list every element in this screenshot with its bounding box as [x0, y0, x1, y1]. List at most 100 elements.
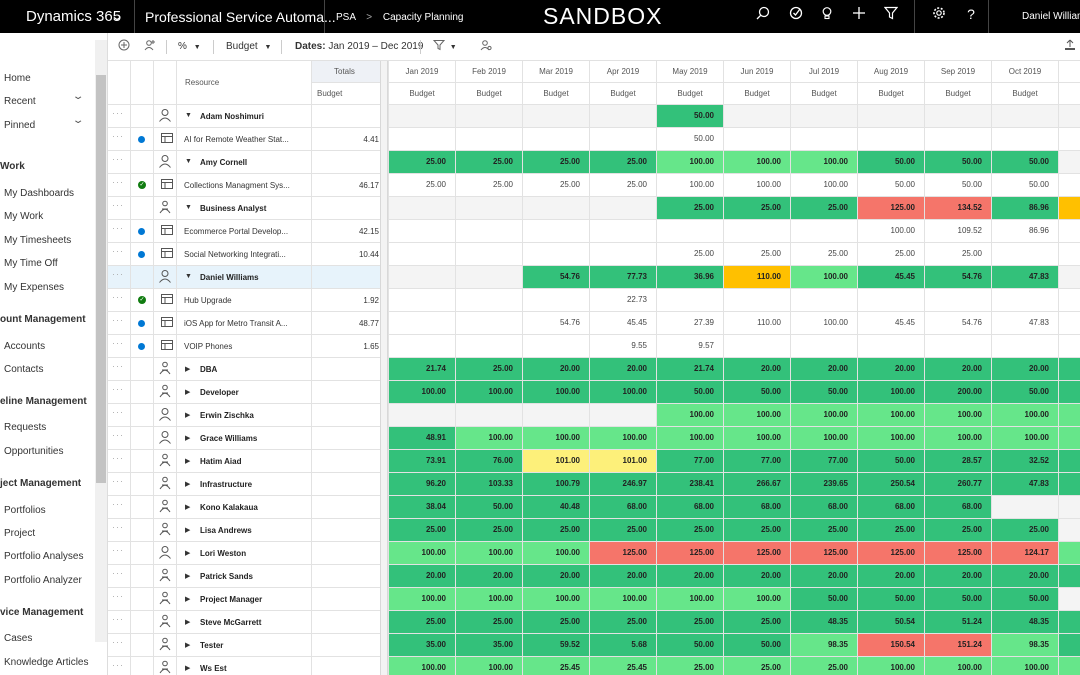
sidebar-item-my-dashboards[interactable]: My Dashboards — [4, 188, 75, 199]
capacity-cell[interactable] — [389, 105, 455, 127]
resource-row[interactable]: ··· ▼ Daniel Williams 54.76 77.73 36.96 110.00… — [108, 266, 1080, 289]
more-options-icon[interactable]: ··· — [112, 223, 124, 233]
capacity-cell[interactable]: 50.00 — [992, 381, 1058, 403]
capacity-cell[interactable]: 54.76 — [925, 266, 991, 288]
capacity-cell[interactable]: 20.00 — [523, 565, 589, 587]
capacity-cell[interactable]: 76.00 — [456, 450, 522, 472]
capacity-cell[interactable]: 27.39 — [657, 312, 723, 334]
capacity-cell[interactable] — [456, 243, 522, 265]
capacity-cell[interactable]: 25.00 — [590, 519, 656, 541]
more-options-icon[interactable]: ··· — [112, 315, 124, 325]
more-options-icon[interactable]: ··· — [112, 430, 124, 440]
capacity-cell[interactable]: 28.57 — [925, 450, 991, 472]
resource-name[interactable]: Lisa Andrews — [200, 526, 252, 535]
capacity-cell[interactable]: 100.00 — [389, 657, 455, 675]
resource-row[interactable]: ··· ▶ Grace Williams 48.91 100.00 100.00 100.0… — [108, 427, 1080, 450]
capacity-cell[interactable]: 98.35 — [791, 634, 857, 656]
capacity-cell[interactable]: 25.45 — [523, 657, 589, 675]
collapse-chevron-icon[interactable]: ▼ — [185, 158, 192, 165]
pane-splitter[interactable] — [380, 61, 388, 675]
resource-name[interactable]: VOIP Phones — [184, 342, 233, 351]
expand-chevron-icon[interactable]: ▶ — [185, 596, 191, 603]
capacity-cell[interactable] — [1059, 611, 1080, 633]
capacity-cell[interactable]: 25.00 — [456, 611, 522, 633]
role-row[interactable]: ··· ▶ Patrick Sands 20.00 20.00 20.00 20.00 20.… — [108, 565, 1080, 588]
project-row[interactable]: ··· ✓ Collections Managment Sys... 46.17 25.… — [108, 174, 1080, 197]
more-options-icon[interactable]: ··· — [112, 131, 124, 141]
capacity-cell[interactable]: 100.00 — [858, 381, 924, 403]
collapse-chevron-icon[interactable]: ▼ — [185, 204, 192, 211]
resource-name[interactable]: Ws Est — [200, 664, 227, 673]
capacity-cell[interactable]: 100.00 — [590, 427, 656, 449]
capacity-cell[interactable] — [1059, 335, 1080, 357]
capacity-cell[interactable]: 25.00 — [657, 197, 723, 219]
expand-chevron-icon[interactable]: ▶ — [185, 619, 191, 626]
capacity-cell[interactable] — [657, 220, 723, 242]
capacity-cell[interactable]: 125.00 — [858, 197, 924, 219]
capacity-cell[interactable]: 20.00 — [992, 358, 1058, 380]
capacity-cell[interactable]: 25.00 — [523, 174, 589, 196]
resource-name[interactable]: Hub Upgrade — [184, 296, 232, 305]
resource-name[interactable]: Infrastructure — [200, 480, 253, 489]
capacity-cell[interactable]: 25.00 — [389, 519, 455, 541]
module-title[interactable]: Professional Service Automa... — [145, 9, 336, 25]
breadcrumb-psa[interactable]: PSA — [336, 12, 356, 23]
capacity-cell[interactable] — [523, 243, 589, 265]
capacity-cell[interactable]: 25.00 — [858, 243, 924, 265]
capacity-cell[interactable] — [992, 128, 1058, 150]
capacity-cell[interactable]: 25.00 — [590, 611, 656, 633]
capacity-cell[interactable] — [456, 105, 522, 127]
capacity-cell[interactable] — [456, 312, 522, 334]
capacity-cell[interactable] — [1059, 427, 1080, 449]
month-header[interactable]: May 2019 — [656, 61, 723, 83]
capacity-cell[interactable] — [389, 266, 455, 288]
capacity-cell[interactable]: 100.00 — [992, 404, 1058, 426]
more-options-icon[interactable]: ··· — [112, 545, 124, 555]
capacity-cell[interactable] — [992, 289, 1058, 311]
capacity-cell[interactable] — [1059, 266, 1080, 288]
more-options-icon[interactable]: ··· — [112, 591, 124, 601]
capacity-cell[interactable]: 100.00 — [724, 174, 790, 196]
capacity-cell[interactable]: 100.00 — [456, 427, 522, 449]
chevron-down-icon[interactable]: ⌄ — [71, 91, 85, 102]
capacity-cell[interactable]: 35.00 — [456, 634, 522, 656]
capacity-cell[interactable]: 20.00 — [590, 565, 656, 587]
capacity-cell[interactable]: 20.00 — [724, 358, 790, 380]
capacity-cell[interactable] — [523, 128, 589, 150]
capacity-cell[interactable]: 25.00 — [389, 151, 455, 173]
sidebar-item-portfolio-analyzer[interactable]: Portfolio Analyzer — [4, 575, 82, 586]
capacity-cell[interactable]: 20.00 — [791, 565, 857, 587]
capacity-cell[interactable] — [791, 335, 857, 357]
capacity-cell[interactable]: 100.00 — [590, 588, 656, 610]
sidebar-item-my-timesheets[interactable]: My Timesheets — [4, 235, 72, 246]
plus-icon[interactable] — [849, 6, 869, 24]
capacity-cell[interactable]: 100.00 — [523, 381, 589, 403]
capacity-cell[interactable]: 25.00 — [724, 197, 790, 219]
capacity-cell[interactable] — [456, 404, 522, 426]
capacity-cell[interactable] — [1059, 381, 1080, 403]
capacity-cell[interactable] — [724, 335, 790, 357]
capacity-cell[interactable]: 20.00 — [590, 358, 656, 380]
capacity-cell[interactable]: 100.00 — [724, 404, 790, 426]
resource-name[interactable]: Ecommerce Portal Develop... — [184, 227, 289, 236]
more-options-icon[interactable]: ··· — [112, 499, 124, 509]
capacity-cell[interactable] — [1059, 105, 1080, 127]
resource-name[interactable]: Tester — [200, 641, 224, 650]
capacity-cell[interactable]: 20.00 — [657, 565, 723, 587]
capacity-cell[interactable]: 98.35 — [992, 634, 1058, 656]
expand-chevron-icon[interactable]: ▶ — [185, 665, 191, 672]
capacity-cell[interactable]: 25.00 — [456, 174, 522, 196]
capacity-cell[interactable] — [523, 335, 589, 357]
capacity-cell[interactable]: 25.00 — [724, 519, 790, 541]
capacity-cell[interactable]: 100.00 — [724, 427, 790, 449]
sidebar-item-project[interactable]: Project — [4, 528, 36, 539]
capacity-cell[interactable] — [1059, 404, 1080, 426]
capacity-cell[interactable]: 68.00 — [724, 496, 790, 518]
capacity-cell[interactable] — [389, 128, 455, 150]
resource-name[interactable]: Steve McGarrett — [200, 618, 262, 627]
resource-row[interactable]: ··· ▼ Adam Noshimuri 50.00 — [108, 105, 1080, 128]
sidebar-item-requests[interactable]: Requests — [4, 422, 47, 433]
capacity-cell[interactable]: 20.00 — [389, 565, 455, 587]
capacity-cell[interactable]: 25.00 — [523, 611, 589, 633]
capacity-cell[interactable]: 20.00 — [724, 565, 790, 587]
